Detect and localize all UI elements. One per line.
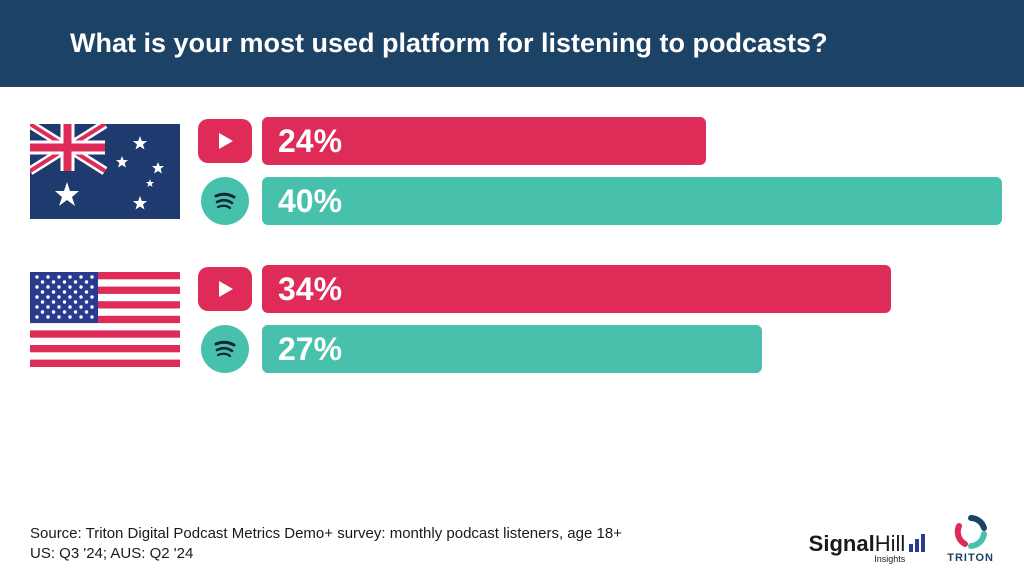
logos: SignalHill Insights TRITON	[809, 514, 994, 564]
bar-row: 27%	[198, 325, 994, 373]
bar-row: 40%	[198, 177, 1002, 225]
bars-usa: 34% 27%	[198, 265, 994, 373]
signalhill-bars-icon	[909, 534, 925, 552]
youtube-icon	[198, 119, 252, 163]
chart-area: 24% 40%	[0, 87, 1024, 373]
bar-au-youtube: 24%	[262, 117, 706, 165]
country-group-australia: 24% 40%	[30, 117, 994, 225]
footer: Source: Triton Digital Podcast Metrics D…	[30, 514, 994, 564]
triton-ring-icon	[951, 514, 991, 550]
bar-value-label: 34%	[278, 271, 342, 308]
signalhill-light: Hill	[875, 531, 906, 556]
bar-us-spotify: 27%	[262, 325, 762, 373]
bar-row: 24%	[198, 117, 1002, 165]
source-line2: US: Q3 '24; AUS: Q2 '24	[30, 544, 622, 564]
flag-usa	[30, 272, 180, 367]
source-line1: Source: Triton Digital Podcast Metrics D…	[30, 524, 622, 544]
bar-au-spotify: 40%	[262, 177, 1002, 225]
signalhill-bold: Signal	[809, 531, 875, 556]
country-group-usa: 34% 27%	[30, 265, 994, 373]
page-title: What is your most used platform for list…	[70, 28, 954, 59]
bar-row: 34%	[198, 265, 994, 313]
triton-logo: TRITON	[947, 514, 994, 564]
spotify-icon	[201, 177, 249, 225]
bars-australia: 24% 40%	[198, 117, 1002, 225]
header-banner: What is your most used platform for list…	[0, 0, 1024, 87]
source-text: Source: Triton Digital Podcast Metrics D…	[30, 524, 622, 565]
signalhill-logo: SignalHill Insights	[809, 533, 926, 564]
bar-value-label: 40%	[278, 183, 342, 220]
bar-value-label: 24%	[278, 123, 342, 160]
bar-us-youtube: 34%	[262, 265, 891, 313]
youtube-icon	[198, 267, 252, 311]
triton-text: TRITON	[947, 552, 994, 564]
flag-australia	[30, 124, 180, 219]
spotify-icon	[201, 325, 249, 373]
bar-value-label: 27%	[278, 331, 342, 368]
